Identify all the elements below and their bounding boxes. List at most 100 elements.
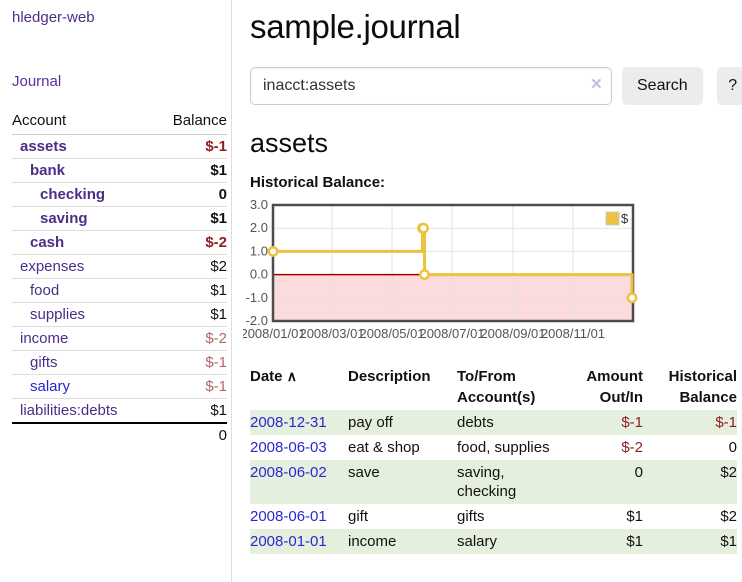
transaction-balance: $1: [720, 533, 737, 550]
sidebar-item-journal[interactable]: Journal: [12, 73, 62, 90]
transaction-description: eat & shop: [348, 439, 420, 456]
account-link[interactable]: expenses: [20, 258, 85, 275]
accounts-header-balance: Balance: [172, 112, 227, 129]
table-row: 2008-12-31 pay off debts $-1 $-1: [250, 410, 737, 435]
transaction-date-cell: 2008-06-01: [250, 504, 348, 529]
accounts-header-row: Account Balance: [12, 110, 227, 135]
transaction-date-link[interactable]: 2008-12-31: [250, 414, 327, 431]
svg-text:2008/05/01: 2008/05/01: [359, 326, 424, 341]
account-name-cell: expenses: [12, 255, 154, 279]
account-balance: $2: [210, 258, 227, 275]
account-row: saving $1: [12, 207, 227, 231]
account-balance: $1: [210, 282, 227, 299]
table-row: 2008-06-01 gift gifts $1 $2: [250, 504, 737, 529]
account-balance: 0: [218, 186, 227, 203]
table-row: 2008-06-03 eat & shop food, supplies $-2…: [250, 435, 737, 460]
transaction-amount: $-1: [621, 414, 643, 431]
app-brand: hledger-web: [12, 9, 226, 26]
account-name-cell: food: [12, 279, 154, 303]
account-link[interactable]: liabilities:debts: [20, 402, 118, 419]
transaction-amount: $-2: [621, 439, 643, 456]
svg-text:2008/11/01: 2008/11/01: [541, 326, 605, 341]
transaction-balance: $-1: [715, 414, 737, 431]
account-row: gifts $-1: [12, 351, 227, 375]
transaction-date-cell: 2008-12-31: [250, 410, 348, 435]
svg-text:2008/09/01: 2008/09/01: [480, 326, 545, 341]
transaction-balance: $2: [720, 508, 737, 525]
account-link[interactable]: salary: [30, 378, 71, 395]
register-header-accounts: To/From Account(s): [457, 368, 536, 406]
account-name-cell: assets: [12, 135, 154, 159]
account-row: food $1: [12, 279, 227, 303]
register-header-date[interactable]: Date ∧: [250, 368, 297, 385]
account-row: cash $-2: [12, 231, 227, 255]
sort-asc-icon: ∧: [286, 368, 297, 384]
account-link[interactable]: bank: [30, 162, 66, 179]
transaction-balance: 0: [728, 439, 737, 456]
transaction-date-link[interactable]: 2008-06-01: [250, 508, 327, 525]
search-box: ×: [250, 67, 612, 105]
transaction-amount: $1: [626, 533, 643, 550]
account-row: bank $1: [12, 159, 227, 183]
help-button[interactable]: ?: [716, 67, 742, 105]
register-header-description: Description: [348, 368, 431, 385]
transaction-description: income: [348, 533, 397, 550]
account-balance: $-1: [205, 138, 227, 155]
account-row: assets $-1: [12, 135, 227, 159]
search-input[interactable]: [250, 67, 612, 105]
account-link[interactable]: supplies: [30, 306, 86, 323]
register-header-row: Date ∧ Description To/From Account(s) Am…: [250, 364, 737, 410]
account-link[interactable]: food: [30, 282, 60, 299]
clear-search-icon[interactable]: ×: [590, 74, 602, 95]
account-link[interactable]: income: [20, 330, 69, 347]
svg-text:0.0: 0.0: [250, 267, 268, 282]
account-balance: $-2: [205, 234, 227, 251]
historical-balance-chart: $3.0 2.0 1.0 0.0 -1.0 -2.0 2008/01/01 2008/03/0…: [240, 197, 742, 346]
accounts-table: Account Balance assets $-1 bank $1 check…: [12, 110, 227, 447]
account-link[interactable]: gifts: [30, 354, 58, 371]
register-header-balance: Historical Balance: [668, 368, 737, 406]
account-name-cell: bank: [12, 159, 154, 183]
accounts-total-value: 0: [218, 427, 227, 444]
account-name-cell: income: [12, 327, 154, 351]
account-balance: $1: [210, 162, 227, 179]
account-link[interactable]: assets: [20, 138, 67, 155]
account-link[interactable]: cash: [30, 234, 65, 251]
svg-text:2008/07/01: 2008/07/01: [419, 326, 484, 341]
account-name-cell: salary: [12, 375, 154, 399]
svg-text:2008/01/01: 2008/01/01: [243, 326, 306, 341]
svg-text:$: $: [621, 211, 629, 226]
transaction-description: save: [348, 464, 380, 481]
account-link[interactable]: checking: [40, 186, 106, 203]
transaction-accounts: saving, checking: [457, 464, 517, 500]
transaction-accounts: gifts: [457, 508, 485, 525]
sidebar: hledger-web Journal Account Balance asse…: [0, 0, 232, 582]
search-button[interactable]: Search: [622, 67, 703, 105]
accounts-total-row: 0: [12, 423, 227, 447]
accounts-body: assets $-1 bank $1 checking 0 saving $1 …: [12, 135, 227, 424]
transaction-date-link[interactable]: 2008-06-03: [250, 439, 327, 456]
transaction-date-link[interactable]: 2008-06-02: [250, 464, 327, 481]
transaction-date-link[interactable]: 2008-01-01: [250, 533, 327, 550]
register-header-amount: Amount Out/In: [586, 368, 643, 406]
svg-text:2.0: 2.0: [250, 220, 268, 235]
account-balance: $1: [210, 402, 227, 419]
account-balance: $1: [210, 210, 227, 227]
svg-text:2008/03/01: 2008/03/01: [299, 326, 364, 341]
main-content: sample.journal × Search ? assets Histori…: [232, 0, 742, 582]
account-row: checking 0: [12, 183, 227, 207]
accounts-header-account: Account: [12, 112, 67, 129]
app-title-link[interactable]: hledger-web: [12, 9, 95, 26]
table-row: 2008-01-01 income salary $1 $1: [250, 529, 737, 554]
transaction-date-cell: 2008-06-03: [250, 435, 348, 460]
register-table: Date ∧ Description To/From Account(s) Am…: [250, 364, 737, 554]
transaction-accounts: food, supplies: [457, 439, 550, 456]
account-link[interactable]: saving: [40, 210, 88, 227]
account-row: salary $-1: [12, 375, 227, 399]
transaction-date-cell: 2008-06-02: [250, 460, 348, 504]
sidebar-nav: Journal: [12, 26, 226, 90]
transaction-description: gift: [348, 508, 369, 525]
account-name-cell: checking: [12, 183, 154, 207]
svg-text:3.0: 3.0: [250, 200, 268, 212]
